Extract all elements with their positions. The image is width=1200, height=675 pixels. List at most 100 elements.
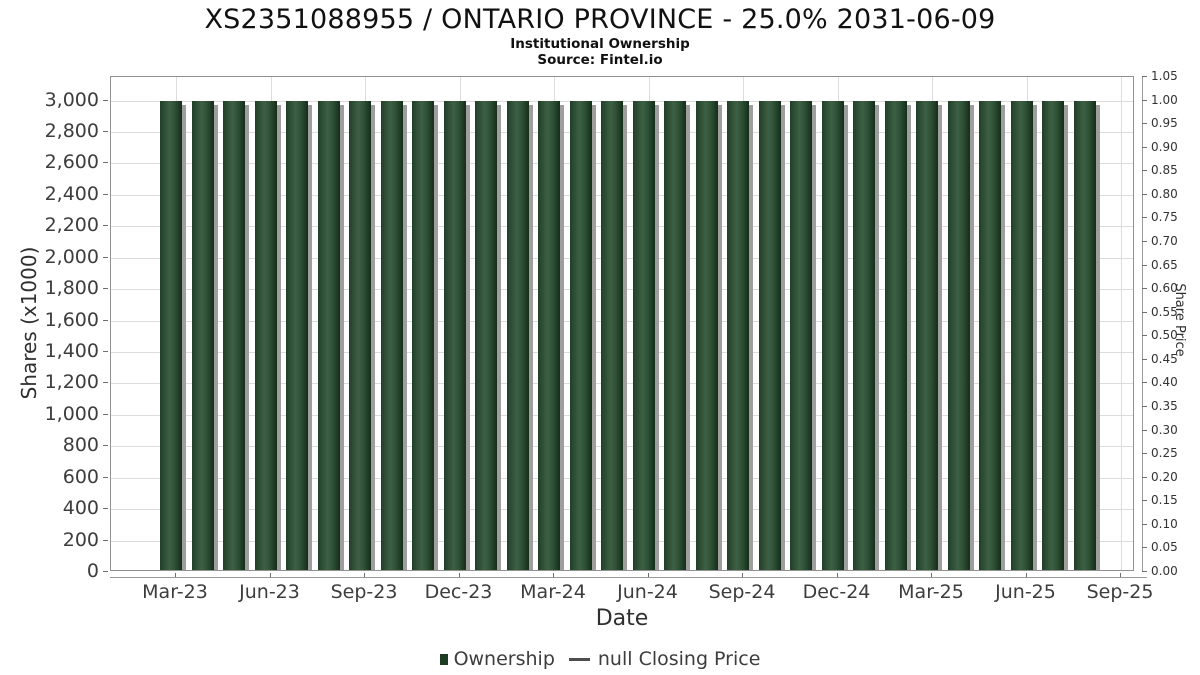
- y-right-tick: [1142, 500, 1147, 502]
- ownership-square-icon: [439, 653, 448, 665]
- y-left-tick-label: 2,400: [44, 182, 99, 205]
- x-tick-label: Jun-23: [239, 581, 300, 603]
- y-right-tick: [1142, 241, 1147, 242]
- y-right-tick-label: 0.70: [1151, 234, 1178, 248]
- y-left-tick: [103, 131, 108, 132]
- y-right-tick-label: 0.35: [1151, 399, 1178, 413]
- chart-title: XS2351088955 / ONTARIO PROVINCE - 25.0% …: [204, 4, 996, 35]
- bar-jun-24[interactable]: [632, 100, 655, 570]
- x-tick: [836, 573, 838, 577]
- bar-jul-24[interactable]: [664, 100, 686, 570]
- y-left-tick-label: 1,200: [44, 371, 99, 394]
- bar-jun-23[interactable]: [254, 100, 277, 570]
- legend-label-ownership: Ownership: [453, 648, 555, 670]
- y-right-tick: [1142, 217, 1147, 219]
- x-tick: [742, 573, 743, 577]
- bar-apr-24[interactable]: [569, 100, 592, 570]
- bar-apr-23[interactable]: [191, 100, 214, 570]
- y-right-tick: [1142, 170, 1147, 172]
- legend-item-ownership[interactable]: Ownership: [439, 648, 555, 670]
- y-right-tick: [1142, 523, 1147, 525]
- bar-aug-23[interactable]: [317, 100, 340, 570]
- y-left-tick-label: 1,400: [44, 340, 99, 362]
- y-left-tick: [103, 288, 108, 290]
- bar-dec-23[interactable]: [443, 100, 466, 570]
- y-left-tick-label: 2,000: [44, 245, 99, 268]
- x-tick-label: Jun-24: [617, 581, 678, 603]
- bar-aug-24[interactable]: [695, 100, 718, 570]
- y-right-tick: [1142, 335, 1147, 337]
- x-axis-title: Date: [595, 606, 649, 631]
- y-right-tick: [1142, 288, 1147, 290]
- y-right-tick: [1142, 571, 1147, 572]
- bar-feb-24[interactable]: [506, 100, 529, 570]
- plot-area: [110, 76, 1134, 571]
- bar-aug-25[interactable]: [1073, 100, 1096, 570]
- y-axis-right-line: [1142, 76, 1143, 572]
- y-right-tick-label: 0.65: [1151, 257, 1178, 272]
- y-right-tick: [1142, 429, 1147, 431]
- bar-apr-25[interactable]: [947, 100, 970, 570]
- bar-feb-25[interactable]: [884, 100, 907, 570]
- y-left-tick: [103, 413, 108, 415]
- bar-jan-24[interactable]: [475, 100, 497, 570]
- y-right-tick-label: 0.10: [1151, 516, 1178, 531]
- bar-jul-23[interactable]: [286, 100, 308, 570]
- bar-jul-25[interactable]: [1042, 100, 1064, 570]
- bar-nov-24[interactable]: [790, 100, 812, 570]
- y-right-tick-label: 0.05: [1151, 540, 1178, 555]
- y-right-tick-label: 0.55: [1151, 304, 1178, 319]
- legend-label-closing-price: null Closing Price: [597, 648, 761, 670]
- bar-jun-25[interactable]: [1010, 100, 1033, 570]
- y-left-tick-label: 1,600: [44, 308, 99, 331]
- chart-source: Source: Fintel.io: [537, 52, 663, 68]
- x-tick: [458, 573, 460, 577]
- bar-sep-24[interactable]: [727, 100, 749, 570]
- bar-may-25[interactable]: [979, 100, 1001, 570]
- y-right-tick-label: 0.60: [1151, 281, 1178, 296]
- y-right-tick: [1142, 264, 1147, 266]
- y-right-tick-label: 0.95: [1151, 116, 1178, 131]
- x-tick-label: Sep-25: [1086, 581, 1154, 603]
- x-tick: [175, 573, 176, 577]
- bar-sep-23[interactable]: [349, 100, 371, 570]
- y-left-tick: [103, 539, 108, 541]
- x-tick: [931, 573, 932, 577]
- y-right-tick-label: 1.05: [1151, 69, 1178, 83]
- y-left-tick: [103, 99, 108, 101]
- y-left-tick: [103, 382, 108, 384]
- legend-item-closing-price[interactable]: null Closing Price: [555, 648, 761, 670]
- gridline-vertical: [1121, 77, 1122, 570]
- y-right-tick: [1142, 358, 1147, 360]
- x-tick: [647, 573, 649, 577]
- y-right-tick: [1142, 547, 1147, 549]
- bar-nov-23[interactable]: [412, 100, 434, 570]
- y-right-tick-label: 0.20: [1151, 469, 1178, 484]
- y-left-tick: [103, 351, 108, 352]
- bar-may-24[interactable]: [601, 100, 623, 570]
- closing-price-dash-icon: [568, 657, 590, 661]
- y-right-tick-label: 0.25: [1151, 446, 1178, 461]
- bar-jan-25[interactable]: [853, 100, 875, 570]
- x-tick-label: Sep-24: [708, 581, 776, 603]
- bar-oct-23[interactable]: [380, 100, 403, 570]
- y-left-tick-label: 400: [62, 497, 99, 520]
- y-left-tick: [103, 225, 108, 227]
- y-left-tick-label: 600: [62, 465, 99, 488]
- y-right-tick-label: 0.80: [1151, 186, 1178, 201]
- y-left-tick-label: 800: [62, 434, 99, 457]
- y-left-tick: [103, 508, 108, 510]
- bar-mar-24[interactable]: [538, 100, 560, 570]
- bar-dec-24[interactable]: [821, 100, 844, 570]
- bar-mar-23[interactable]: [160, 100, 182, 570]
- y-right-tick: [1142, 146, 1147, 148]
- x-tick: [1120, 573, 1121, 577]
- x-tick: [364, 573, 365, 577]
- bar-may-23[interactable]: [223, 100, 245, 570]
- y-right-tick-label: 1.00: [1151, 92, 1178, 107]
- bar-mar-25[interactable]: [916, 100, 938, 570]
- y-left-tick-label: 200: [62, 528, 99, 551]
- y-left-tick-label: 0: [86, 560, 99, 582]
- bar-oct-24[interactable]: [758, 100, 781, 570]
